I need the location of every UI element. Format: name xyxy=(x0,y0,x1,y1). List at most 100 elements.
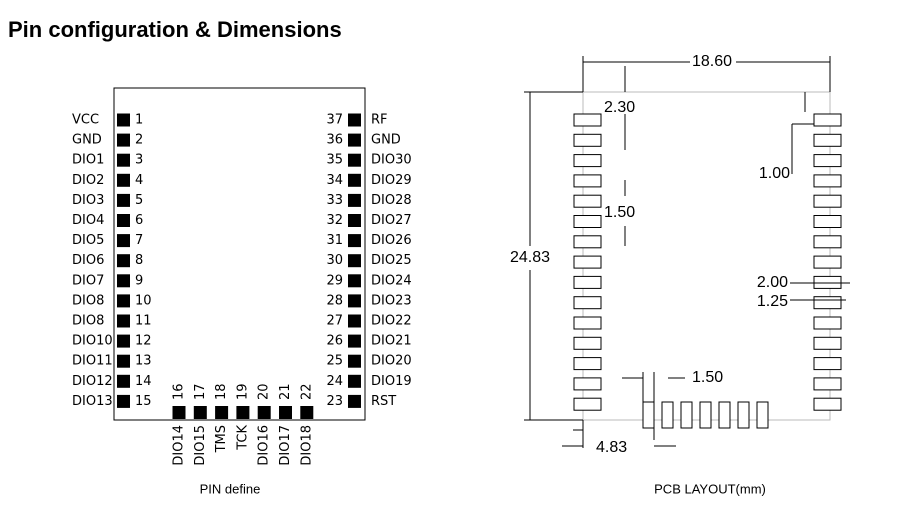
pcb-pad xyxy=(813,296,842,310)
pcb-pad xyxy=(573,154,602,168)
pcb-pad xyxy=(813,397,842,411)
pin-number: 33 xyxy=(326,193,343,208)
pin-number: 2 xyxy=(135,133,143,148)
pcb-pad xyxy=(573,357,602,371)
pin-pad xyxy=(348,113,361,127)
pin-pad xyxy=(348,254,361,268)
pcb-pad xyxy=(718,401,731,429)
pin-number: 37 xyxy=(326,113,343,128)
pcb-pad xyxy=(573,194,602,208)
label-bg xyxy=(500,246,560,270)
pin-pad xyxy=(348,234,361,248)
pin-name: RST xyxy=(371,394,396,409)
pin-name: DIO29 xyxy=(371,173,412,188)
pcb-pad xyxy=(813,194,842,208)
pcb-pad xyxy=(813,235,842,249)
pcb-caption: PCB LAYOUT(mm) xyxy=(654,481,766,496)
pin-number: 20 xyxy=(257,383,272,400)
pin-pad xyxy=(300,406,314,419)
pcb-pad xyxy=(573,215,602,228)
pin-name: GND xyxy=(371,133,401,148)
pin-number: 12 xyxy=(135,334,152,349)
pin-name: DIO13 xyxy=(72,394,113,409)
pcb-pad xyxy=(573,336,602,350)
pin-pad xyxy=(348,274,361,288)
pin-pad xyxy=(117,133,130,147)
pin-name: DIO10 xyxy=(72,334,113,349)
pcb-pad xyxy=(661,401,674,429)
pin-pad xyxy=(348,314,361,328)
pin-pad xyxy=(279,406,292,419)
dimension-label: 2.30 xyxy=(604,99,635,116)
pin-number: 31 xyxy=(326,233,343,248)
pin-name: DIO20 xyxy=(371,354,412,369)
pcb-pad xyxy=(573,255,602,269)
pcb-pad xyxy=(813,215,842,228)
pin-name: DIO26 xyxy=(371,233,412,248)
pin-name: DIO28 xyxy=(371,193,412,208)
pin-pad xyxy=(348,294,361,308)
pin-number: 35 xyxy=(326,153,343,168)
pin-pad xyxy=(348,334,361,348)
pin-name: DIO19 xyxy=(371,374,412,389)
pin-name: VCC xyxy=(72,113,99,128)
pin-pad xyxy=(348,193,361,207)
pcb-pad xyxy=(573,377,602,391)
pin-name: DIO5 xyxy=(72,233,104,248)
pcb-pad xyxy=(813,336,842,350)
pin-number: 14 xyxy=(135,374,152,389)
pcb-pad xyxy=(573,113,602,127)
pcb-pad xyxy=(573,174,602,188)
pcb-pad xyxy=(573,316,602,330)
pcb-pads xyxy=(573,113,842,429)
pin-number: 5 xyxy=(135,193,143,208)
pin-name: DIO27 xyxy=(371,213,412,228)
pin-number: 17 xyxy=(193,383,208,400)
pin-pad xyxy=(257,406,271,419)
pin-number: 32 xyxy=(326,213,343,228)
pin-number: 26 xyxy=(326,334,343,349)
pin-number: 34 xyxy=(326,173,343,188)
pin-name: DIO22 xyxy=(371,314,412,329)
pcb-pad xyxy=(813,357,842,371)
pin-name: DIO17 xyxy=(278,425,293,466)
pcb-pad xyxy=(813,275,842,289)
label-bg xyxy=(690,52,736,72)
pin-number: 10 xyxy=(135,293,152,308)
dimension-label: 18.60 xyxy=(692,53,732,70)
pin-pad xyxy=(117,374,130,388)
pin-pad xyxy=(117,153,130,167)
pcb-pad xyxy=(756,401,769,429)
pin-number: 13 xyxy=(135,354,152,369)
pin-number: 21 xyxy=(278,383,293,400)
pin-name: DIO12 xyxy=(72,374,113,389)
pin-number: 1 xyxy=(135,113,143,128)
pin-pad xyxy=(348,394,361,408)
pcb-pad xyxy=(680,401,693,429)
pin-number: 25 xyxy=(326,354,343,369)
pin-pad xyxy=(348,133,361,147)
pin-name: DIO24 xyxy=(371,273,412,288)
pin-name: DIO7 xyxy=(72,273,104,288)
pin-name: DIO8 xyxy=(72,293,104,308)
pin-number: 16 xyxy=(172,383,187,400)
pcb-pad xyxy=(573,296,602,310)
pin-name: DIO8 xyxy=(72,314,104,329)
pcb-pad xyxy=(813,174,842,188)
pin-pad xyxy=(193,406,207,419)
pcb-pad xyxy=(699,401,712,429)
pin-pad xyxy=(117,334,130,348)
pcb-pad xyxy=(573,235,602,249)
pcb-pad xyxy=(813,377,842,391)
dimension-label: 2.00 xyxy=(757,274,788,291)
pin-name: TMS xyxy=(214,425,229,453)
pcb-pad xyxy=(573,397,602,411)
pcb-pad xyxy=(813,113,842,127)
pin-number: 27 xyxy=(326,314,343,329)
dimension-label: 1.00 xyxy=(759,165,790,182)
pin-pad xyxy=(117,294,130,308)
pin-number: 28 xyxy=(326,293,343,308)
pin-name: DIO1 xyxy=(72,153,104,168)
